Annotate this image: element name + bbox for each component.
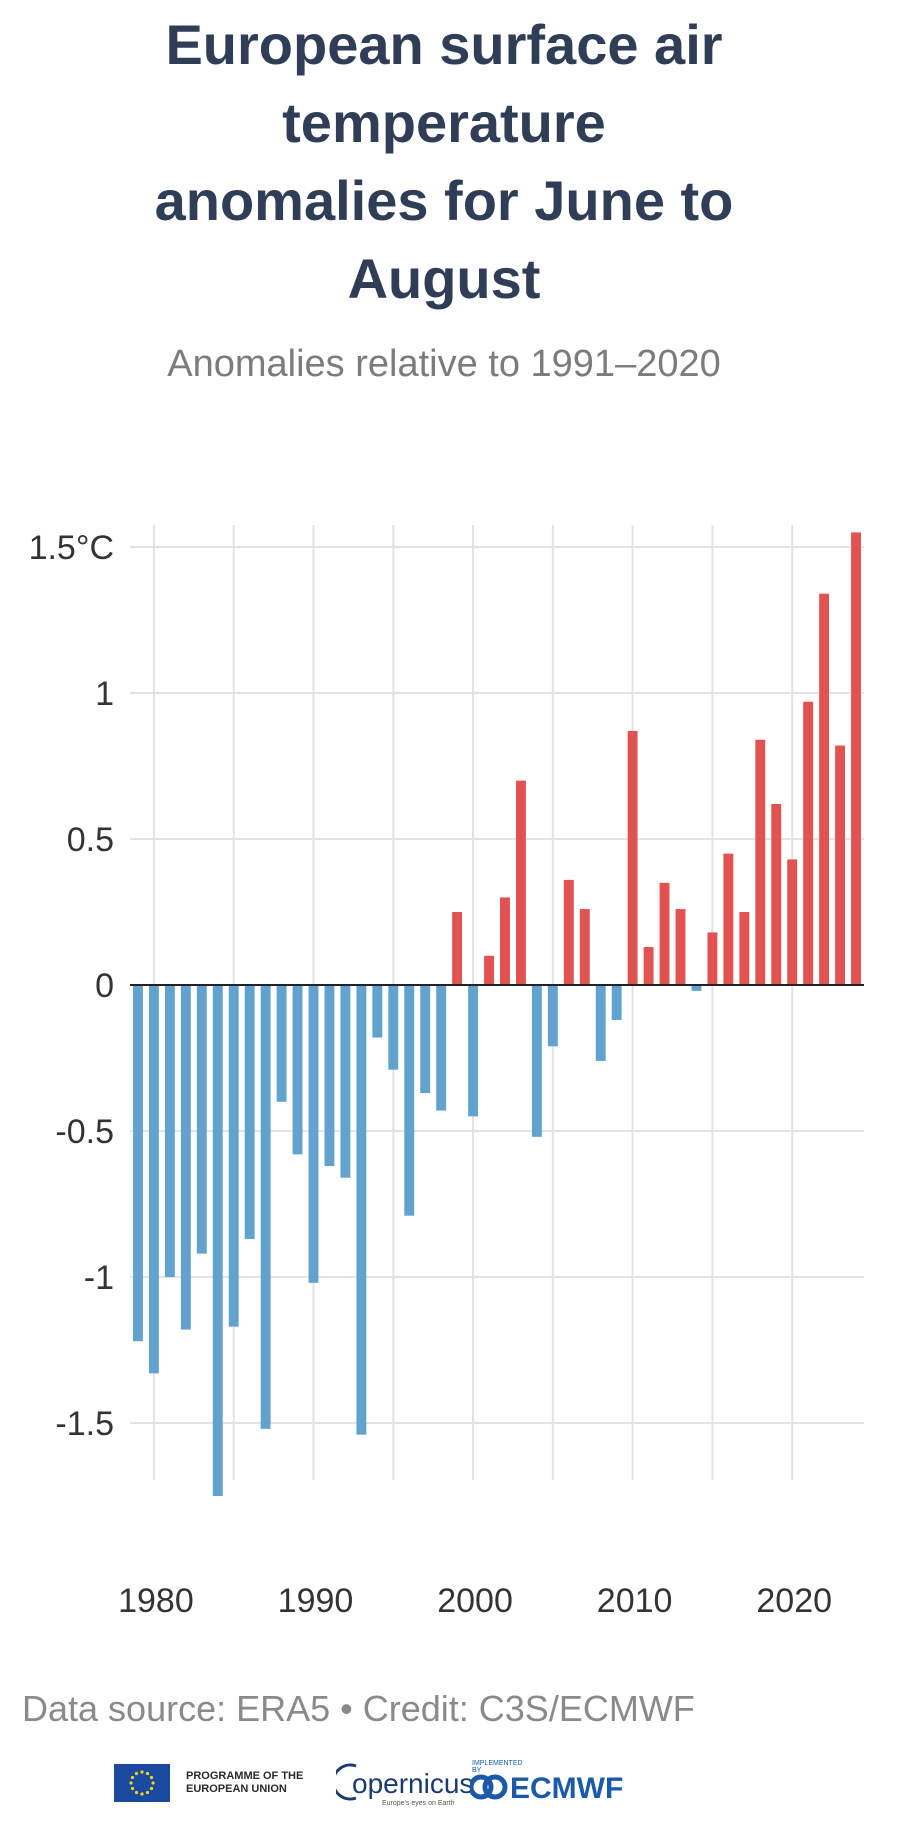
bar-1997 bbox=[420, 985, 431, 1094]
bar-2016 bbox=[723, 853, 734, 985]
copernicus-logo-text: opernicus bbox=[352, 1768, 474, 1799]
y-tick-label: -0.5 bbox=[55, 1113, 114, 1151]
y-tick-label: 0.5 bbox=[67, 821, 114, 859]
y-tick-label: 1 bbox=[95, 675, 114, 713]
eu-flag-icon bbox=[114, 1764, 170, 1802]
x-tick-label: 1990 bbox=[278, 1582, 354, 1620]
horizontal-gridlines bbox=[130, 546, 864, 1424]
bar-1982 bbox=[180, 985, 191, 1330]
bar-chart: 1.5°C 1 0.5 0 -0.5 -1 -1.5 1980 1990 2000 2010 202… bbox=[29, 525, 864, 1620]
bar-1985 bbox=[228, 985, 239, 1327]
bar-2019 bbox=[771, 803, 782, 985]
ecmwf-logo-text: ECMWF bbox=[510, 1772, 624, 1805]
bar-2000 bbox=[468, 985, 479, 1117]
y-axis-ticks: 1.5°C 1 0.5 0 -0.5 -1 -1.5 bbox=[29, 529, 114, 1443]
bar-2007 bbox=[579, 909, 590, 985]
bar-1992 bbox=[340, 985, 351, 1178]
bar-2005 bbox=[547, 985, 558, 1047]
bar-2021 bbox=[803, 701, 814, 985]
bar-2010 bbox=[627, 730, 638, 985]
bar-2003 bbox=[515, 780, 526, 985]
copernicus-tagline: Europe's eyes on Earth bbox=[382, 1800, 455, 1807]
bar-2022 bbox=[819, 593, 830, 985]
bar-2009 bbox=[611, 985, 622, 1021]
bar-2006 bbox=[563, 879, 574, 985]
bar-2013 bbox=[675, 909, 686, 985]
y-tick-label: 0 bbox=[95, 967, 114, 1005]
y-tick-label: 1.5°C bbox=[29, 529, 114, 567]
bar-1994 bbox=[372, 985, 383, 1038]
bar-2002 bbox=[500, 897, 510, 985]
bar-1995 bbox=[388, 985, 399, 1070]
x-tick-label: 2010 bbox=[597, 1582, 673, 1620]
bar-2001 bbox=[484, 955, 494, 985]
y-tick-label: -1.5 bbox=[55, 1405, 114, 1443]
bar-2008 bbox=[595, 985, 606, 1061]
bar-2012 bbox=[659, 882, 670, 985]
bar-1983 bbox=[196, 985, 207, 1254]
bar-1990 bbox=[308, 985, 319, 1283]
bar-2023 bbox=[835, 745, 846, 985]
x-tick-label: 2020 bbox=[756, 1582, 832, 1620]
bar-2004 bbox=[531, 985, 542, 1137]
x-tick-label: 1980 bbox=[118, 1582, 194, 1620]
bar-1981 bbox=[164, 985, 175, 1277]
bar-1993 bbox=[356, 985, 367, 1435]
data-source-credit: Data source: ERA5 • Credit: C3S/ECMWF bbox=[22, 1688, 695, 1729]
bar-1986 bbox=[244, 985, 255, 1240]
bar-2017 bbox=[739, 912, 750, 985]
y-tick-label: -1 bbox=[84, 1259, 114, 1297]
bar-1980 bbox=[148, 985, 159, 1374]
bar-2015 bbox=[707, 932, 718, 985]
bar-2011 bbox=[643, 947, 654, 985]
bar-1984 bbox=[212, 985, 223, 1496]
bar-1987 bbox=[260, 985, 271, 1429]
bar-1999 bbox=[452, 912, 463, 985]
chart-subtitle: Anomalies relative to 1991–2020 bbox=[167, 343, 721, 385]
bar-2020 bbox=[787, 859, 798, 985]
bar-1996 bbox=[404, 985, 415, 1216]
bar-1991 bbox=[324, 985, 335, 1167]
eu-stars-icon bbox=[129, 1770, 155, 1796]
bar-1979 bbox=[133, 985, 143, 1342]
implemented-by-label: IMPLEMENTED BY bbox=[472, 1760, 523, 1774]
x-axis-ticks: 1980 1990 2000 2010 2020 bbox=[118, 1582, 832, 1620]
bar-2024 bbox=[851, 532, 861, 985]
eu-programme-label: PROGRAMME OF THE EUROPEAN UNION bbox=[186, 1770, 304, 1795]
bars bbox=[133, 532, 861, 1496]
bar-1989 bbox=[292, 985, 303, 1155]
ecmwf-icon bbox=[470, 1774, 508, 1800]
copernicus-c-icon bbox=[336, 1763, 357, 1801]
bar-2014 bbox=[691, 985, 702, 991]
bar-1988 bbox=[276, 985, 287, 1102]
chart-title: European surface air temperature anomali… bbox=[154, 13, 734, 310]
bar-1998 bbox=[436, 985, 447, 1111]
x-tick-label: 2000 bbox=[437, 1582, 513, 1620]
bar-2018 bbox=[755, 739, 766, 985]
